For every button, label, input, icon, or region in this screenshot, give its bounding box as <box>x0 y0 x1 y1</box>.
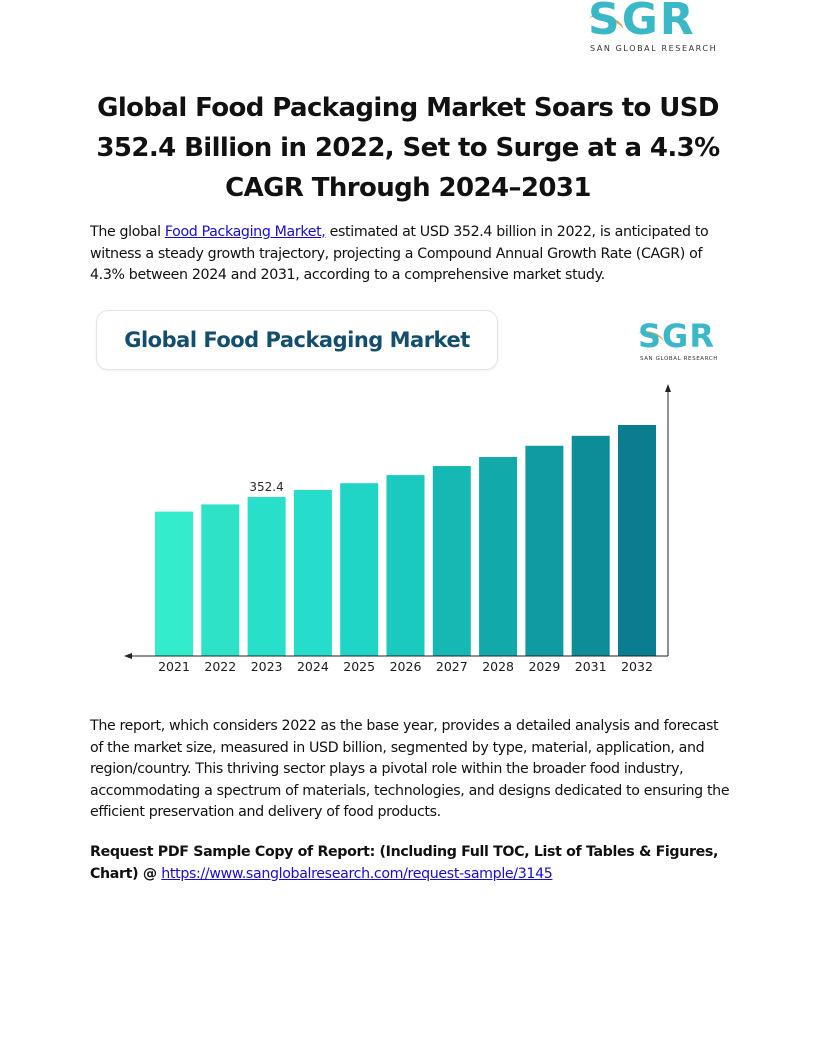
x-tick-label: 2029 <box>528 659 560 674</box>
tick-label-group: 2021 2022 2023 352.4 2024 2025 2026 2027 2028 202… <box>158 480 653 674</box>
intro-paragraph: The global Food Packaging Market, estima… <box>90 222 730 287</box>
food-packaging-market-link[interactable]: Food Packaging Market, <box>164 224 326 240</box>
sgr-logo: SGR SAN GLOBAL RESEARCH <box>586 0 730 54</box>
market-infographic: Global Food Packaging Market SGR SAN GLO… <box>90 300 730 690</box>
infographic-banner: Global Food Packaging Market <box>96 310 498 370</box>
logo-subtitle: SAN GLOBAL RESEARCH <box>590 44 718 53</box>
x-tick-label: 2032 <box>621 659 653 674</box>
page-title: Global Food Packaging Market Soars to US… <box>96 93 720 203</box>
bar-chart: 2021 2022 2023 352.4 2024 2025 2026 2027 2028 202… <box>124 384 671 674</box>
logo-mark: SGR <box>588 0 696 45</box>
axes <box>124 384 671 659</box>
x-tick-label: 2025 <box>343 659 375 674</box>
x-tick-label: 2023 <box>251 659 283 674</box>
x-tick-label: 2022 <box>204 659 236 674</box>
logo-subtitle: SAN GLOBAL RESEARCH <box>640 356 718 362</box>
infographic-logo: SGR SAN GLOBAL RESEARCH <box>636 317 718 366</box>
x-tick-label: 2021 <box>158 659 190 674</box>
intro-text-end: estimated at USD 352.4 billion in 2022, … <box>90 224 709 283</box>
x-tick-label: 2027 <box>436 659 468 674</box>
bar-2025 <box>340 483 379 656</box>
x-tick-label: 2031 <box>575 659 607 674</box>
bar-group <box>155 424 656 656</box>
bar-2032 <box>618 424 656 656</box>
x-axis-arrow-icon <box>124 653 132 659</box>
bar-2021 <box>155 511 193 656</box>
data-label-2023: 352.4 <box>249 480 283 494</box>
bar-2022 <box>201 504 240 656</box>
logo-mark: SGR <box>638 317 715 355</box>
body-paragraph: The report, which considers 2022 as the … <box>90 718 730 820</box>
bar-2026 <box>386 475 425 656</box>
bar-2031 <box>571 435 610 656</box>
x-tick-label: 2026 <box>390 659 422 674</box>
x-tick-label: 2024 <box>297 659 329 674</box>
intro-text-start: The global <box>90 224 165 240</box>
x-tick-label: 2028 <box>482 659 514 674</box>
bar-2027 <box>432 466 471 656</box>
banner-title: Global Food Packaging Market <box>124 328 470 352</box>
cta-label: Request PDF Sample Copy of Report: (Incl… <box>90 844 719 882</box>
bar-2023 <box>247 497 286 656</box>
bar-2028 <box>479 457 518 656</box>
bar-2024 <box>293 489 332 656</box>
bar-2029 <box>525 445 564 656</box>
request-sample-link[interactable]: https://www.sanglobalresearch.com/reques… <box>161 865 553 882</box>
cta-paragraph: Request PDF Sample Copy of Report: (Incl… <box>90 842 730 885</box>
y-axis-arrow-icon <box>665 384 671 392</box>
